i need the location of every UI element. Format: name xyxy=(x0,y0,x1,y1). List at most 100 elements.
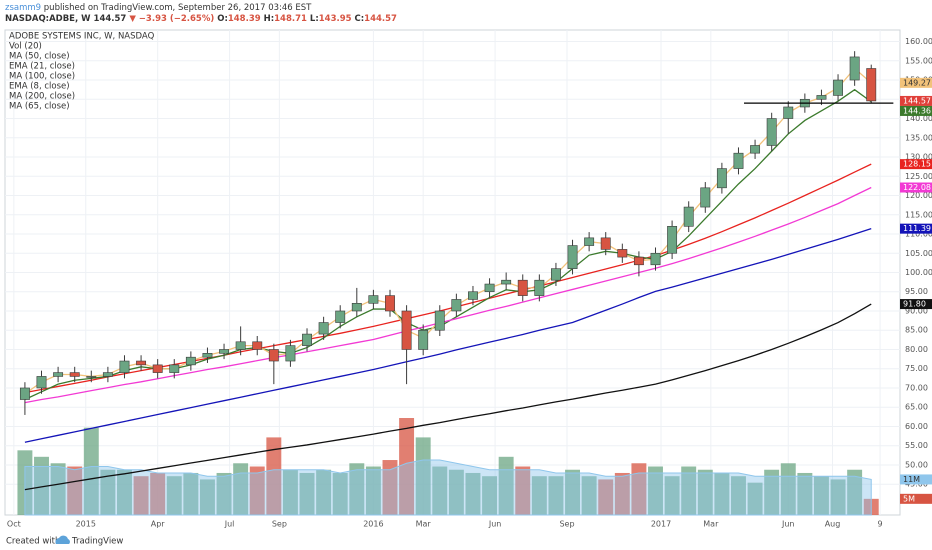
candle-body xyxy=(434,310,445,331)
c: 144.57 xyxy=(364,14,397,24)
y-tick-label: 75.00 xyxy=(905,364,928,373)
candle-body xyxy=(501,279,512,285)
y-tick-label: 70.00 xyxy=(905,383,928,392)
candle xyxy=(468,285,478,306)
price-tag-label: 128.15 xyxy=(903,160,931,169)
volume-bar xyxy=(399,418,415,515)
price-tag-label: 149.27 xyxy=(903,78,931,87)
volume-bar xyxy=(67,466,83,515)
symbol: NASDAQ:ADBE, W xyxy=(5,14,91,24)
header-line-2: NASDAQ:ADBE, W 144.57 ▼ −3.93 (−2.65%) O… xyxy=(5,14,397,24)
candle-body xyxy=(733,152,744,169)
volume-bar xyxy=(133,476,149,515)
candle xyxy=(484,278,495,298)
volume-bar xyxy=(614,472,630,515)
candle xyxy=(252,336,263,356)
price-tag xyxy=(900,299,932,310)
volume-bar xyxy=(332,472,348,515)
y-tick-label: 105.00 xyxy=(905,249,932,258)
y-tick-label: 85.00 xyxy=(905,326,928,335)
y-tick-label: 55.00 xyxy=(905,441,928,450)
candle xyxy=(152,359,163,379)
price-tag-label: 91.80 xyxy=(903,300,926,309)
volume-bar xyxy=(299,472,315,515)
x-tick-label: Oct xyxy=(7,520,21,529)
candle xyxy=(385,289,395,317)
candle-body xyxy=(683,206,694,227)
candle-body xyxy=(451,299,462,312)
volume-bar xyxy=(249,466,265,515)
volume-bar xyxy=(150,472,166,515)
y-tick-label: 130.00 xyxy=(905,153,932,162)
y-tick-label: 160.00 xyxy=(905,37,932,46)
volume-bar xyxy=(282,469,298,515)
candle xyxy=(302,328,312,352)
candle-body xyxy=(235,341,246,350)
volume-bar xyxy=(482,476,498,515)
candle-body xyxy=(633,256,644,266)
volume-bar xyxy=(465,472,481,515)
candle-body xyxy=(700,187,711,208)
price-tag-label: 11M xyxy=(903,475,920,484)
candle-body xyxy=(534,279,545,296)
volume-bar xyxy=(349,463,365,515)
candle xyxy=(750,139,761,159)
candle-body xyxy=(550,268,561,281)
candle-body xyxy=(750,145,761,154)
candle-body xyxy=(650,252,661,266)
candle-body xyxy=(484,283,495,293)
candle-body xyxy=(185,356,196,366)
candle xyxy=(766,112,777,152)
chart-title: ADOBE SYSTEMS INC, W, NASDAQ xyxy=(9,32,155,42)
candle xyxy=(53,366,64,383)
volume-bar xyxy=(432,466,448,515)
y-tick-label: 140.00 xyxy=(905,114,932,123)
footer-created: Created with xyxy=(6,537,60,547)
candle xyxy=(849,51,860,86)
candle-body xyxy=(102,372,113,377)
y-tick-label: 90.00 xyxy=(905,306,928,315)
candle-body xyxy=(401,310,412,350)
candle xyxy=(401,305,412,385)
x-tick-label: 9 xyxy=(878,520,883,529)
candle xyxy=(368,289,379,310)
volume-bar xyxy=(565,469,581,515)
volume-bar xyxy=(166,476,182,515)
volume-bar xyxy=(382,460,398,515)
candle xyxy=(783,101,794,134)
last: 144.57 xyxy=(94,14,127,24)
candle-body xyxy=(268,349,279,362)
price-tag xyxy=(900,77,932,88)
volume-bar xyxy=(681,466,697,515)
y-tick-label: 95.00 xyxy=(905,287,928,296)
candle xyxy=(136,355,147,371)
volume-bar xyxy=(199,479,215,515)
candle-body xyxy=(617,249,628,258)
price-tag xyxy=(900,223,932,234)
candle-body xyxy=(53,372,64,377)
candle-body xyxy=(351,302,362,312)
candle xyxy=(169,359,180,379)
volume-bar xyxy=(34,456,49,515)
footer-brand[interactable]: TradingView xyxy=(71,537,123,547)
candle xyxy=(866,64,877,104)
candle xyxy=(667,220,678,260)
o-label: O: xyxy=(217,14,228,24)
volume-bar xyxy=(233,463,249,515)
volume-bar xyxy=(415,437,431,515)
volume-ma-area xyxy=(24,459,872,516)
volume-bar xyxy=(548,476,564,515)
volume-bar xyxy=(316,469,332,515)
user[interactable]: zsamm9 xyxy=(5,3,41,13)
y-tick-label: 60.00 xyxy=(905,422,928,431)
candle xyxy=(36,370,47,394)
x-tick-label: Apr xyxy=(151,520,166,529)
candle xyxy=(102,366,113,383)
price-tag xyxy=(900,105,932,116)
candle xyxy=(501,272,512,290)
volume-bar xyxy=(648,466,663,515)
y-tick-label: 155.00 xyxy=(905,56,932,65)
price-tag xyxy=(900,95,932,106)
candle-body xyxy=(169,364,180,373)
ma-line xyxy=(24,163,872,394)
